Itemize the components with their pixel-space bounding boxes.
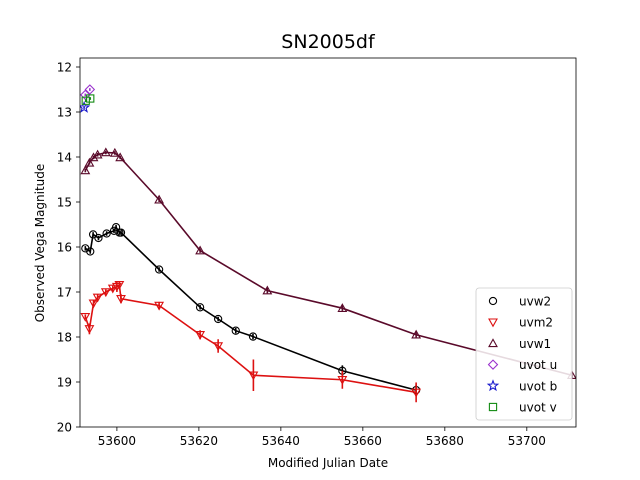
legend-marker-uvot-u [487,359,499,370]
data-point-uvw1 [80,165,91,175]
data-point-uvw1 [109,147,120,157]
y-tick-label: 13 [57,106,72,120]
x-tick-label: 53660 [344,434,382,448]
y-tick-label: 16 [57,241,72,255]
data-point-uvw1 [262,285,273,295]
legend-label-uvot-b: uvot b [519,379,557,393]
data-point-uvot-v [86,94,95,103]
data-point-uvot-b [80,100,91,113]
data-point-uvot-v [81,96,90,105]
data-point-uvm2 [337,375,348,385]
y-tick-label: 15 [57,196,72,210]
x-tick-label: 53640 [262,434,300,448]
legend-marker-uvw1 [488,338,498,348]
legend-marker-uvw2 [488,296,498,306]
data-point-uvw1 [195,245,206,255]
data-point-uvw2 [116,228,126,237]
data-point-uvm2 [213,342,224,352]
series-uvm2 [80,281,422,403]
data-point-uvm2 [248,371,259,381]
y-tick-label: 19 [57,376,72,390]
data-point-uvm2 [92,293,103,303]
data-point-uvm2 [114,281,125,290]
legend-box [475,287,573,421]
data-point-uvw2 [86,247,95,256]
data-point-uvw1 [154,194,165,204]
y-tick-label: 17 [57,286,72,300]
data-point-uvw1 [84,157,95,167]
x-tick-label: 53620 [180,434,218,448]
legend-marker-uvot-b [486,379,500,392]
legend-label-uvw2: uvw2 [519,295,551,309]
x-tick-label: 53700 [508,434,546,448]
data-point-uvw1 [411,329,422,339]
legend-marker-uvot-v [488,402,498,412]
data-point-uvw2 [195,303,205,312]
data-point-uvm2 [84,325,95,335]
x-axis-label: Modified Julian Date [268,456,388,470]
legend-marker-uvm2 [488,318,498,328]
chart-title: SN2005df [281,31,376,53]
series-uvot-b [80,100,91,113]
y-tick-label: 20 [57,421,72,435]
y-tick-label: 18 [57,331,72,345]
data-point-uvm2 [154,301,165,311]
data-point-uvw2 [231,326,240,335]
data-point-uvw2 [213,314,223,324]
y-tick-label: 12 [57,61,72,75]
legend-label-uvm2: uvm2 [519,316,553,330]
y-axis-label: Observed Vega Magnitude [33,164,47,323]
data-point-uvm2 [195,330,206,340]
data-point-uvm2 [80,312,91,322]
legend-label-uvw1: uvw1 [519,337,551,351]
data-point-uvm2 [107,284,118,294]
x-tick-label: 53680 [426,434,464,448]
series-uvw2 [81,223,421,396]
data-point-uvw2 [94,233,103,243]
data-point-uvw1 [100,147,111,157]
series-uvot-v [81,94,95,105]
data-point-uvw2 [248,332,258,341]
data-point-uvm2 [411,388,422,398]
legend-label-uvot-u: uvot u [519,358,557,372]
data-point-uvw1 [115,152,126,162]
data-point-uvm2 [116,294,126,304]
data-point-uvm2 [88,299,99,309]
data-point-uvw2 [102,229,111,238]
y-tick-label: 14 [57,151,72,165]
legend: uvw2 uvm2 uvw1 uvot u uvot b uvot v [475,287,573,421]
data-point-uvw1 [88,152,99,162]
data-point-uvw1 [337,303,348,312]
legend-label-uvot-v: uvot v [519,401,557,415]
data-point-uvot-u [84,84,96,95]
data-point-uvw2 [154,265,164,274]
data-point-uvw1 [92,149,103,159]
x-tick-label: 53600 [98,434,136,448]
data-point-uvm2 [100,288,111,298]
axes-frame [79,57,577,428]
